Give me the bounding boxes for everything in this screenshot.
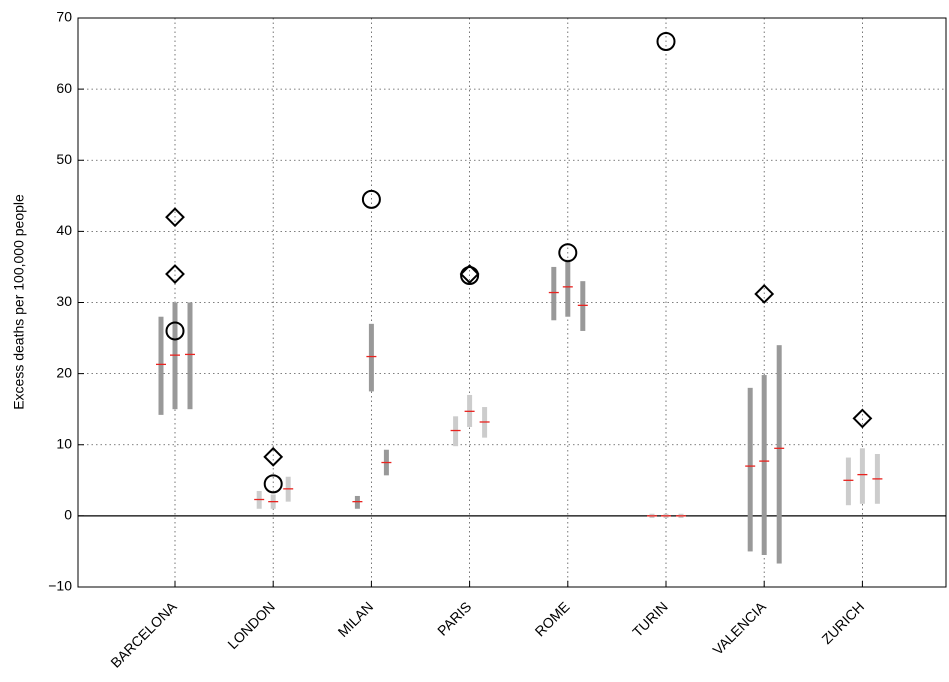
y-axis-label: Excess deaths per 100,000 people xyxy=(11,194,27,410)
diamond-marker xyxy=(754,284,775,304)
x-tick-label: LONDON xyxy=(224,598,278,652)
x-tick-label: ZURICH xyxy=(818,598,867,647)
range-bar xyxy=(453,416,459,447)
x-tick-label: PARIS xyxy=(434,598,474,638)
range-bar xyxy=(187,302,193,410)
circle-marker xyxy=(361,189,381,209)
circle-marker xyxy=(558,243,578,263)
range-bar xyxy=(158,316,164,415)
range-bar xyxy=(172,302,178,410)
diamond-marker xyxy=(459,264,480,284)
x-tick-label: MILAN xyxy=(335,598,377,640)
y-tick-label: 20 xyxy=(56,364,72,380)
diamond-marker xyxy=(852,408,873,429)
y-tick-label: 50 xyxy=(56,151,72,167)
range-bar xyxy=(845,457,851,506)
circle-marker xyxy=(656,31,676,51)
range-bar xyxy=(859,448,865,504)
plot-frame xyxy=(77,17,947,588)
x-tick-label: ROME xyxy=(532,598,573,639)
range-bar xyxy=(565,259,571,317)
range-bar xyxy=(747,387,753,552)
y-tick-label: −10 xyxy=(48,578,72,594)
diamond-marker xyxy=(165,264,185,284)
y-tick-label: 0 xyxy=(64,507,72,523)
y-tick-label: 60 xyxy=(56,80,72,96)
range-bar xyxy=(354,495,360,509)
circle-marker xyxy=(165,321,185,341)
x-tick-label: TURIN xyxy=(629,598,671,640)
diamond-marker xyxy=(263,446,284,467)
x-tick-label: VALENCIA xyxy=(709,598,769,658)
diamond-marker xyxy=(165,207,185,228)
x-tick-label: BARCELONA xyxy=(107,598,180,671)
range-bar xyxy=(776,345,782,564)
range-bar xyxy=(580,281,586,331)
y-tick-label: 10 xyxy=(56,435,72,451)
y-tick-label: 70 xyxy=(56,9,72,25)
range-bar xyxy=(551,266,557,321)
y-tick-label: 30 xyxy=(56,293,72,309)
circle-marker xyxy=(263,474,283,494)
y-tick-label: 40 xyxy=(56,222,72,238)
range-bar xyxy=(761,375,767,555)
circle-marker xyxy=(460,265,480,285)
range-bar xyxy=(368,323,374,392)
